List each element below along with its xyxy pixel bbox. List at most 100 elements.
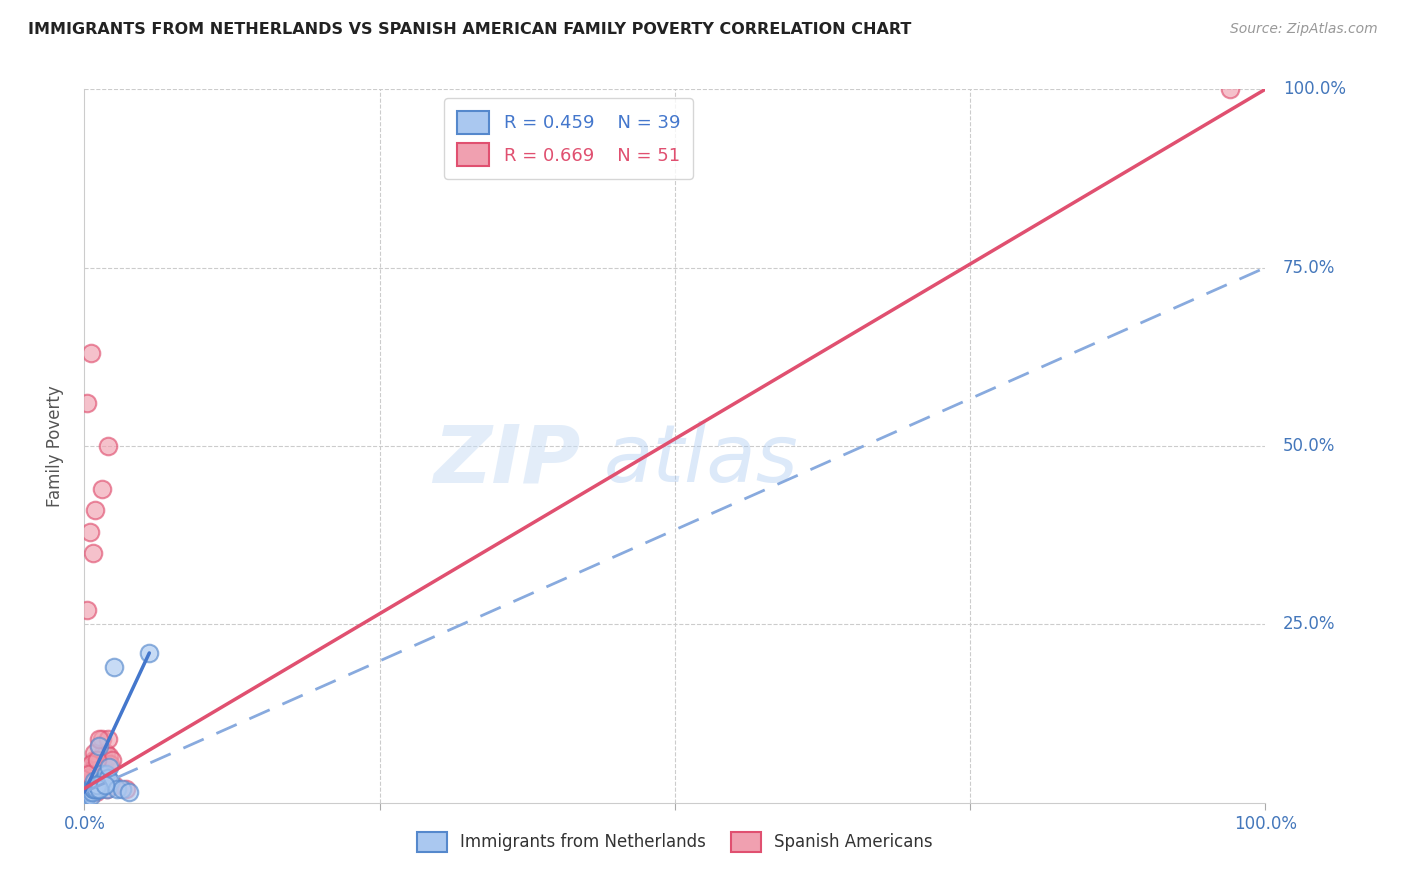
Point	[77, 785, 100, 799]
Point	[94, 767, 117, 781]
Point	[89, 781, 111, 796]
Point	[77, 778, 100, 792]
Point	[103, 660, 125, 674]
Point	[91, 774, 114, 789]
Point	[77, 767, 100, 781]
Point	[94, 778, 117, 792]
Point	[79, 785, 101, 799]
Point	[96, 781, 118, 796]
Point	[84, 781, 107, 796]
Point	[86, 781, 108, 796]
Y-axis label: Family Poverty: Family Poverty	[45, 385, 63, 507]
Point	[76, 396, 98, 410]
Text: IMMIGRANTS FROM NETHERLANDS VS SPANISH AMERICAN FAMILY POVERTY CORRELATION CHART: IMMIGRANTS FROM NETHERLANDS VS SPANISH A…	[28, 22, 911, 37]
Point	[75, 789, 97, 803]
Point	[97, 439, 120, 453]
Point	[76, 789, 98, 803]
Point	[93, 760, 115, 774]
Point	[91, 746, 114, 760]
Point	[94, 746, 117, 760]
Point	[82, 785, 104, 799]
Point	[79, 781, 101, 796]
Point	[80, 785, 103, 799]
Legend: Immigrants from Netherlands, Spanish Americans: Immigrants from Netherlands, Spanish Ame…	[411, 825, 939, 859]
Point	[98, 749, 121, 764]
Point	[83, 781, 105, 796]
Point	[91, 731, 114, 746]
Point	[84, 503, 107, 517]
Point	[77, 785, 100, 799]
Text: atlas: atlas	[605, 421, 799, 500]
Point	[83, 774, 105, 789]
Point	[87, 739, 110, 753]
Point	[86, 756, 108, 771]
Point	[87, 739, 110, 753]
Point	[75, 785, 97, 799]
Point	[84, 781, 107, 796]
Point	[77, 781, 100, 796]
Point	[76, 778, 98, 792]
Point	[83, 778, 105, 792]
Point	[93, 778, 115, 792]
Point	[86, 753, 108, 767]
Point	[76, 789, 98, 803]
Point	[83, 746, 105, 760]
Point	[80, 785, 103, 799]
Point	[76, 603, 98, 617]
Point	[84, 785, 107, 799]
Point	[91, 482, 114, 496]
Text: Source: ZipAtlas.com: Source: ZipAtlas.com	[1230, 22, 1378, 37]
Point	[84, 778, 107, 792]
Point	[82, 781, 104, 796]
Text: 100.0%: 100.0%	[1284, 80, 1346, 98]
Point	[100, 753, 122, 767]
Point	[118, 785, 141, 799]
Point	[79, 774, 101, 789]
Point	[84, 760, 107, 774]
Point	[96, 781, 118, 796]
Point	[1219, 82, 1241, 96]
Point	[77, 774, 100, 789]
Point	[76, 789, 98, 803]
Point	[98, 760, 121, 774]
Point	[103, 778, 125, 792]
Point	[79, 785, 101, 799]
Point	[97, 731, 120, 746]
Point	[90, 767, 112, 781]
Point	[77, 771, 100, 785]
Point	[82, 546, 104, 560]
Point	[84, 778, 107, 792]
Point	[98, 756, 121, 771]
Point	[80, 781, 103, 796]
Point	[98, 774, 121, 789]
Point	[80, 764, 103, 778]
Point	[80, 785, 103, 799]
Point	[87, 781, 111, 796]
Point	[79, 524, 101, 539]
Point	[83, 753, 105, 767]
Point	[77, 785, 100, 799]
Point	[80, 346, 103, 360]
Point	[97, 771, 120, 785]
Point	[75, 789, 97, 803]
Point	[90, 767, 112, 781]
Text: ZIP: ZIP	[433, 421, 581, 500]
Point	[138, 646, 160, 660]
Point	[80, 789, 103, 803]
Point	[82, 781, 104, 796]
Point	[84, 767, 107, 781]
Text: 50.0%: 50.0%	[1284, 437, 1336, 455]
Point	[89, 753, 111, 767]
Point	[114, 781, 136, 796]
Point	[87, 731, 110, 746]
Text: 25.0%: 25.0%	[1284, 615, 1336, 633]
Text: 75.0%: 75.0%	[1284, 259, 1336, 277]
Point	[107, 781, 129, 796]
Point	[75, 789, 97, 803]
Point	[91, 774, 114, 789]
Point	[79, 785, 101, 799]
Point	[86, 778, 108, 792]
Point	[111, 781, 134, 796]
Point	[80, 756, 103, 771]
Point	[82, 774, 104, 789]
